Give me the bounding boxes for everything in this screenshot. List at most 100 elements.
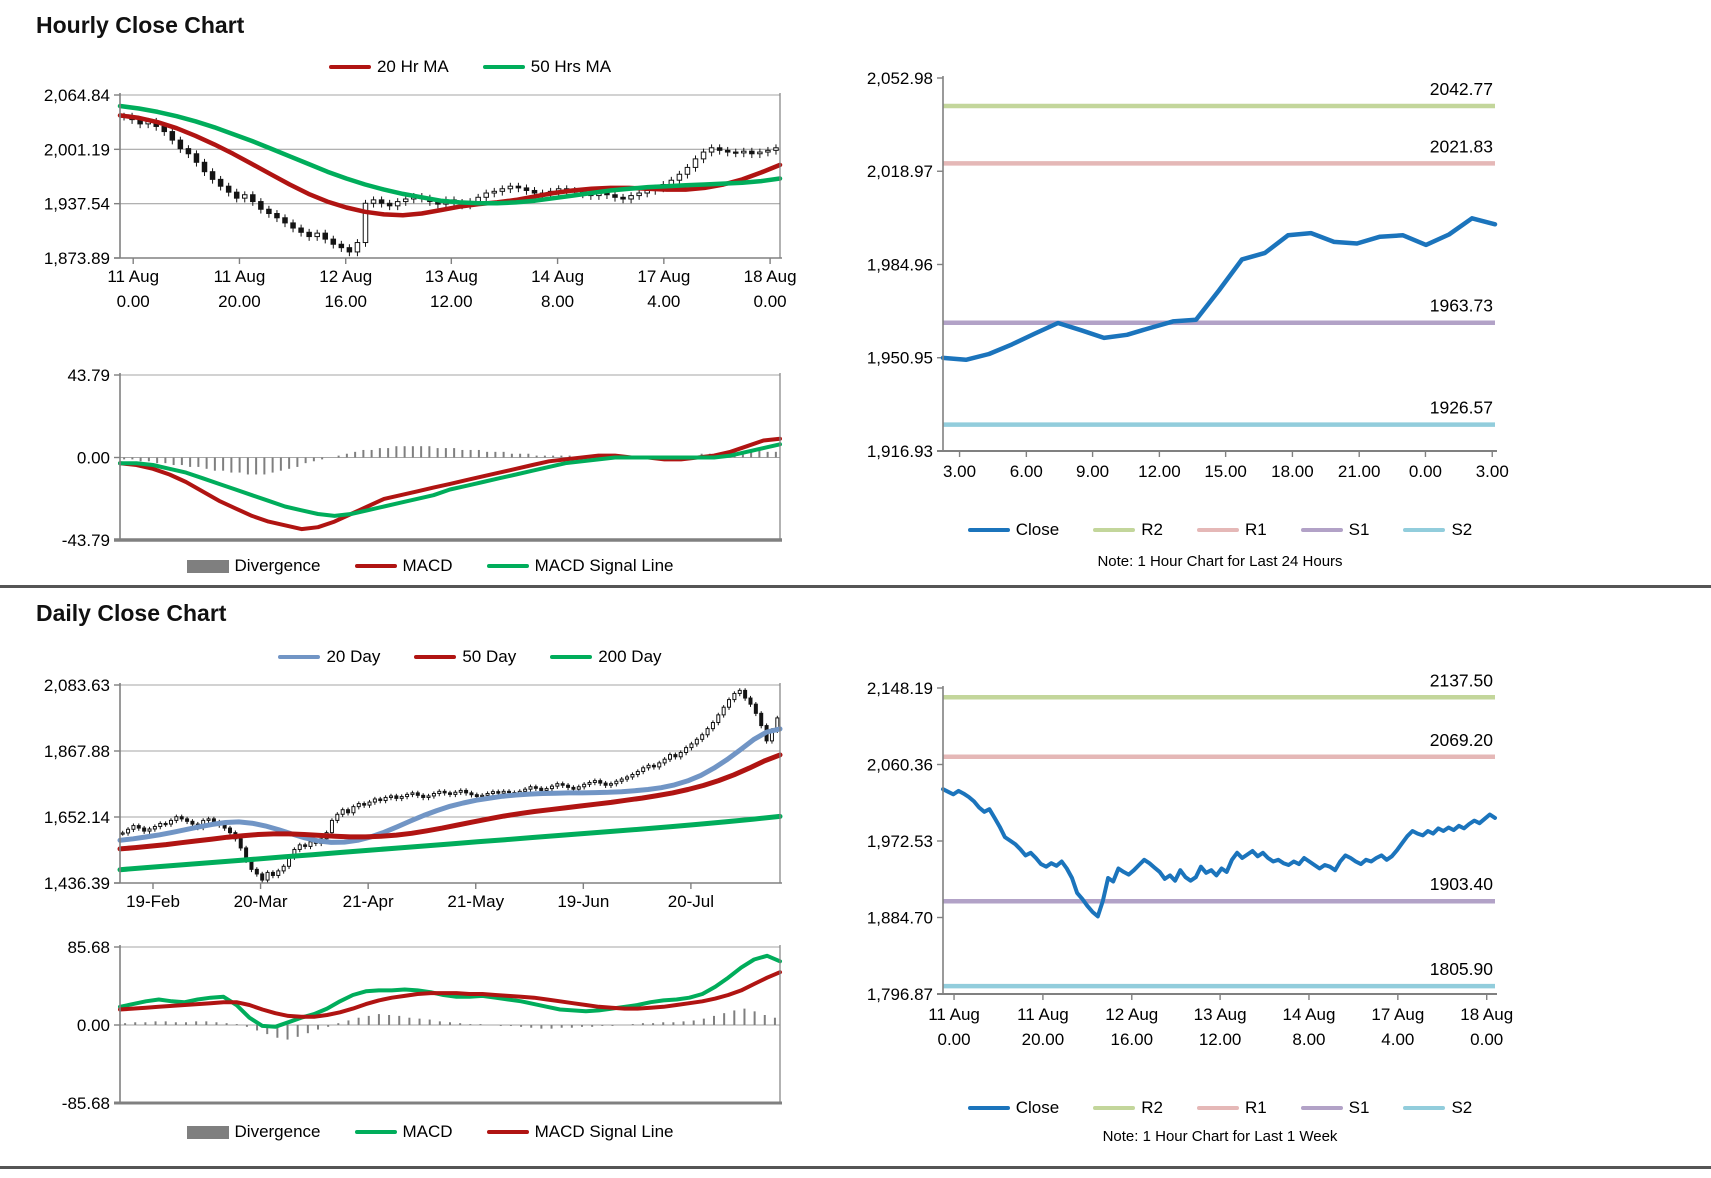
s1-value-label: 1903.40 xyxy=(1430,874,1494,894)
legend-swatch-r2 xyxy=(1093,1106,1136,1110)
candle-body xyxy=(614,780,619,785)
x-tick-label: 11 Aug xyxy=(1017,1005,1069,1024)
y-tick-label: 1,916.93 xyxy=(867,442,933,461)
x-tick-label: 20.00 xyxy=(218,292,261,311)
y-tick-label: 2,018.97 xyxy=(867,162,933,181)
candle-body xyxy=(410,792,415,795)
legend-label-s1: S1 xyxy=(1348,520,1370,539)
legend-swatch-20-hr-ma xyxy=(328,65,371,69)
candle-body xyxy=(496,791,501,794)
candle-body xyxy=(741,150,747,154)
candle-body xyxy=(571,786,576,790)
s2-value-label: 1805.90 xyxy=(1430,959,1494,979)
candle-body xyxy=(491,190,498,194)
legend-item-50-hrs-ma: 50 Hrs MA xyxy=(482,57,611,77)
candle-body xyxy=(483,192,489,198)
y-tick-label: 1,796.87 xyxy=(867,985,933,1004)
legend-item-close: Close xyxy=(967,1098,1059,1118)
candle-body xyxy=(308,841,313,847)
x-tick-label: 12 Aug xyxy=(319,267,372,286)
y-tick-label: 1,652.14 xyxy=(44,808,110,827)
close-line xyxy=(940,216,1498,363)
candle-body xyxy=(453,791,458,795)
candle-body xyxy=(314,232,320,238)
legend-item-r2: R2 xyxy=(1093,520,1163,540)
candle-body xyxy=(507,185,514,190)
candle-body xyxy=(716,714,721,724)
candle-body xyxy=(603,782,608,786)
y-tick-label: 0.00 xyxy=(77,1016,110,1035)
x-tick-label: 19-Feb xyxy=(126,892,180,911)
candle-body xyxy=(485,792,490,796)
candle-body xyxy=(759,712,764,727)
candle-body xyxy=(566,784,571,788)
candle-body xyxy=(646,764,651,769)
candle-body xyxy=(378,199,385,204)
y-tick-label: 2,052.98 xyxy=(867,69,933,88)
hourly-section-title: Hourly Close Chart xyxy=(36,12,245,38)
candle-body xyxy=(177,139,184,150)
legend-item-r1: R1 xyxy=(1196,1098,1267,1118)
candle-body xyxy=(684,747,689,753)
legend-label-macd-signal-line: MACD Signal Line xyxy=(534,556,674,575)
candle-body xyxy=(721,706,726,716)
x-tick-label: 14 Aug xyxy=(531,267,584,286)
candle-body xyxy=(458,789,463,793)
legend-item-200-day: 200 Day xyxy=(550,647,662,667)
candle-body xyxy=(700,151,707,160)
x-tick-label: 20-Jul xyxy=(668,892,714,911)
x-tick-label: 6.00 xyxy=(1010,462,1043,481)
legend-item-macd: MACD xyxy=(354,1122,453,1142)
x-tick-label: 19-Jun xyxy=(557,892,609,911)
candle-body xyxy=(523,788,528,792)
last-24-hours-legend: Close R2 R1 S1 S2 xyxy=(900,520,1540,540)
candle-body xyxy=(732,151,739,154)
candle-body xyxy=(727,699,732,708)
candle-body xyxy=(120,832,125,835)
candle-body xyxy=(169,131,176,141)
legend-swatch-20-day xyxy=(278,655,321,659)
legend-item-s2: S2 xyxy=(1403,520,1472,540)
y-tick-label: 1,867.88 xyxy=(44,742,110,761)
candle-body xyxy=(258,201,264,210)
x-tick-label: 8.00 xyxy=(1292,1030,1325,1049)
candle-body xyxy=(587,781,592,785)
candle-body xyxy=(437,790,442,794)
candle-body xyxy=(193,153,200,163)
x-tick-label: 16.00 xyxy=(324,292,367,311)
x-tick-label: 0.00 xyxy=(937,1030,970,1049)
candle-body xyxy=(700,734,705,740)
candle-body xyxy=(539,787,544,791)
last-24-hours-note: Note: 1 Hour Chart for Last 24 Hours xyxy=(1097,553,1343,570)
candle-body xyxy=(298,227,304,233)
last-24-hours-close-chart: 2,052.98 2,018.97 1,984.96 1,950.95 1,916.93… xyxy=(867,69,1509,481)
y-tick-label: 1,884.70 xyxy=(867,909,933,928)
candle-body xyxy=(689,743,694,749)
candle-body xyxy=(749,150,755,155)
candle-body xyxy=(692,158,699,168)
candle-body xyxy=(630,774,635,778)
daily-macd-legend: Divergence MACD MACD Signal Line xyxy=(150,1122,710,1142)
candle-body xyxy=(619,778,624,782)
legend-swatch-divergence xyxy=(186,1125,229,1139)
candle-body xyxy=(748,697,753,705)
candle-body xyxy=(533,786,538,789)
y-tick-label: 85.68 xyxy=(67,938,110,957)
legend-item-divergence: Divergence xyxy=(186,1122,321,1142)
candle-body xyxy=(378,798,383,802)
y-tick-label: 1,873.89 xyxy=(44,249,110,268)
candle-body xyxy=(501,790,506,794)
candle-body xyxy=(185,818,190,822)
candle-body xyxy=(335,813,340,821)
candle-body xyxy=(415,792,420,796)
candle-body xyxy=(217,178,224,187)
candle-body xyxy=(523,187,530,191)
daily-close-candlestick-chart: 2,083.63 1,867.88 1,652.14 1,436.39 19-Feb 20… xyxy=(44,676,783,911)
candle-body xyxy=(753,703,758,714)
divergence-bars xyxy=(124,1008,776,1040)
legend-swatch-divergence xyxy=(186,559,229,573)
x-tick-label: 3.00 xyxy=(1476,462,1509,481)
legend-swatch-macd xyxy=(354,564,397,568)
